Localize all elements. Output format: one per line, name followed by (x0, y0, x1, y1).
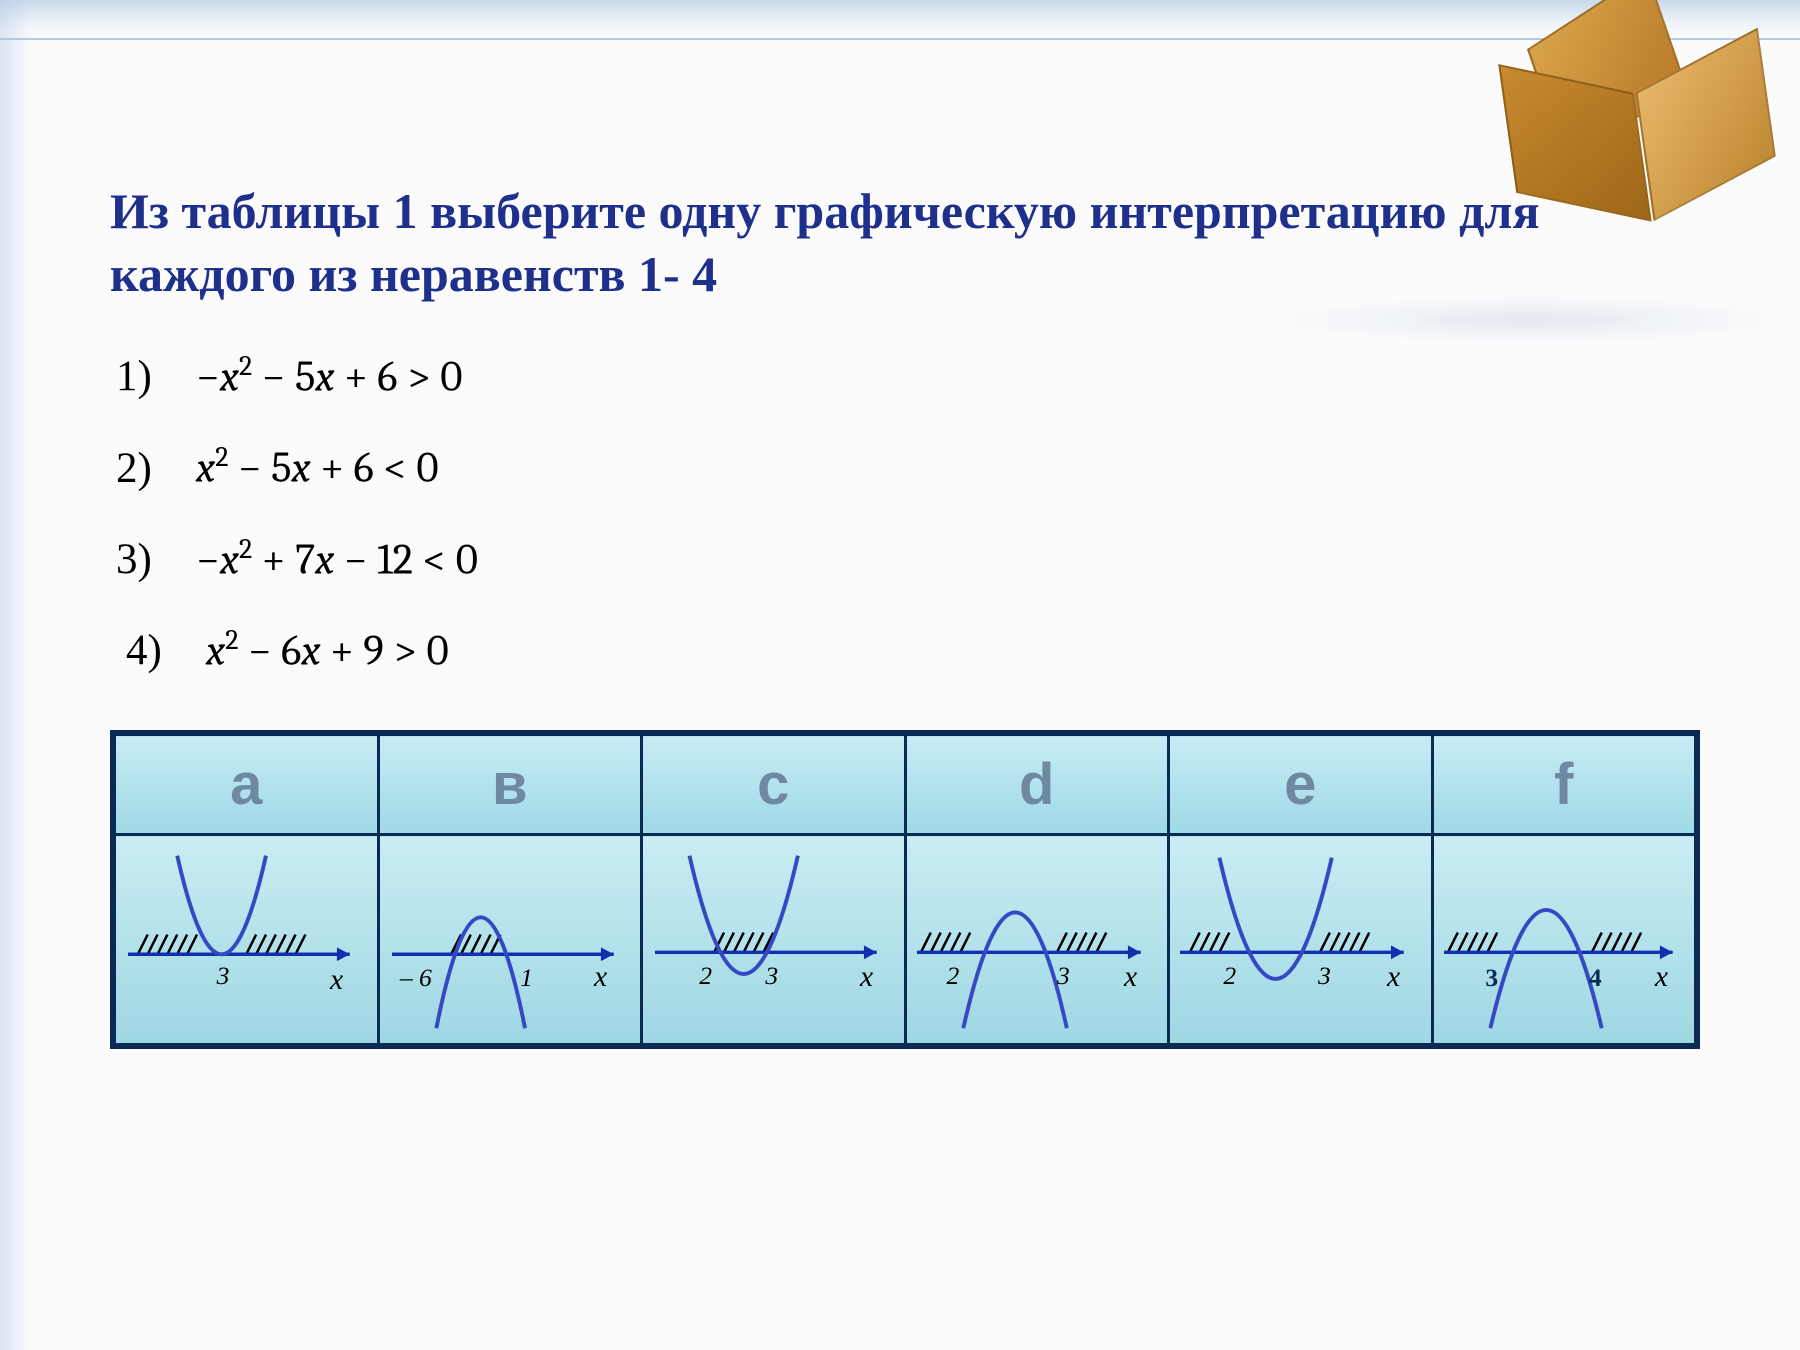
graph-table-header-row: a в с d e f (115, 735, 1696, 835)
inequality-1-expr: −x2 − 5x + 6 > 0 (196, 350, 463, 401)
col-header-c: с (642, 735, 906, 835)
inequality-4-num: 4) (126, 626, 206, 675)
cell-f-root-1: 3 (1485, 963, 1498, 992)
graph-cell-a: 3 x (115, 835, 379, 1045)
graph-table: a в с d e f (110, 730, 1700, 1049)
inequality-1: 1) −x2 − 5x + 6 > 0 (116, 350, 1700, 401)
inequality-3-num: 3) (116, 535, 196, 584)
col-header-f: f (1432, 735, 1696, 835)
cell-b-root-1: – 6 (398, 963, 431, 992)
graph-cell-c: 2 3 x (642, 835, 906, 1045)
inequality-2: 2) x2 − 5x + 6 < 0 (116, 441, 1700, 492)
cell-d-axis-label: x (1122, 961, 1136, 993)
graph-table-body-row: 3 x – 6 (115, 835, 1696, 1045)
cell-f-axis-label: x (1653, 961, 1667, 993)
inequality-list: 1) −x2 − 5x + 6 > 0 2) x2 − 5x + 6 < 0 3… (116, 350, 1700, 675)
graph-cell-b: – 6 1 x (378, 835, 642, 1045)
cell-e-root-1: 2 (1223, 961, 1236, 990)
cell-d-root-1: 2 (946, 961, 959, 990)
col-header-e: e (1169, 735, 1433, 835)
graph-cell-e: 2 3 x (1169, 835, 1433, 1045)
cell-c-root-1: 2 (699, 961, 712, 990)
cell-f-root-2: 4 (1588, 963, 1601, 992)
inequality-2-num: 2) (116, 444, 196, 493)
cell-a-axis-label: x (329, 964, 343, 996)
inequality-3-expr: −x2 + 7x − 12 < 0 (196, 533, 478, 584)
col-header-d: d (905, 735, 1169, 835)
cell-e-axis-label: x (1386, 961, 1400, 993)
cell-b-root-2: 1 (520, 963, 533, 992)
inequality-3: 3) −x2 + 7x − 12 < 0 (116, 533, 1700, 584)
col-header-a: a (115, 735, 379, 835)
cell-e-root-2: 3 (1317, 961, 1331, 990)
col-header-b: в (378, 735, 642, 835)
slide-title: Из таблицы 1 выберите одну графическую и… (110, 180, 1700, 305)
cell-c-axis-label: x (859, 961, 873, 993)
inequality-2-expr: x2 − 5x + 6 < 0 (196, 441, 439, 492)
slide-content: Из таблицы 1 выберите одну графическую и… (110, 180, 1700, 1049)
cell-a-root-1: 3 (216, 961, 230, 990)
inequality-4: 4) x2 − 6x + 9 > 0 (126, 624, 1700, 675)
graph-cell-d: 2 3 x (905, 835, 1169, 1045)
slide-left-border (0, 0, 30, 1350)
graph-cell-f: 3 4 x (1432, 835, 1696, 1045)
cell-b-axis-label: x (593, 961, 607, 993)
inequality-1-num: 1) (116, 352, 196, 401)
cell-d-root-2: 3 (1055, 961, 1069, 990)
inequality-4-expr: x2 − 6x + 9 > 0 (206, 624, 449, 675)
cell-c-root-2: 3 (764, 961, 778, 990)
decorative-cube-icon (1473, 0, 1788, 278)
